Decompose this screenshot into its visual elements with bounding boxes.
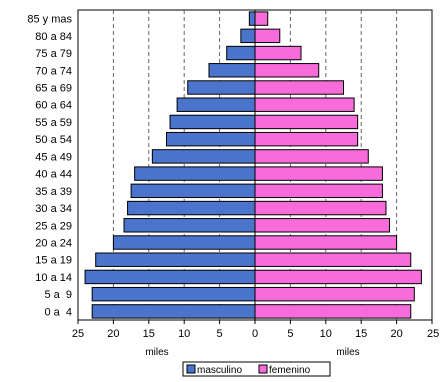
bar-masculino (208, 63, 256, 78)
bar-femenino (254, 166, 383, 181)
left-axis-unit-label: miles (145, 347, 168, 358)
left-axis-ticks: 25 20 15 10 5 0 (72, 320, 258, 340)
bar-femenino (254, 80, 344, 95)
bar-masculino (95, 252, 256, 267)
bar-femenino (254, 11, 269, 26)
tick-label: 5 (217, 328, 223, 340)
bar-masculino (176, 97, 256, 112)
age-group-label: 40 a 44 (35, 169, 72, 181)
bar-femenino (254, 114, 359, 130)
age-group-label: 10 a 14 (35, 272, 72, 284)
age-group-label: 70 a 74 (35, 65, 72, 77)
age-group-label: 30 a 34 (35, 203, 72, 215)
bar-masculino (187, 80, 256, 95)
bar-femenino (254, 45, 302, 61)
bar-femenino (254, 28, 281, 44)
plot-area (77, 9, 433, 321)
legend-swatch-masculino (186, 364, 196, 374)
legend-swatch-femenino (258, 364, 268, 374)
bar-femenino (254, 63, 320, 78)
legend: masculino femenino (182, 361, 331, 377)
tick-label: 15 (143, 328, 155, 340)
bar-femenino (254, 218, 391, 233)
bar-masculino (226, 45, 256, 61)
legend-label-femenino: femenino (269, 365, 311, 376)
bar-femenino (254, 97, 355, 112)
age-group-label: 0 a 4 (44, 306, 72, 318)
bar-masculino (91, 304, 256, 319)
bar-femenino (254, 235, 398, 250)
bar-femenino (254, 183, 383, 199)
bar-masculino (248, 11, 256, 26)
right-axis-ticks: 5 10 15 20 25 (287, 320, 439, 340)
bar-masculino (91, 286, 256, 302)
bar-masculino (134, 166, 256, 181)
age-group-label: 65 a 69 (35, 83, 72, 95)
age-group-label: 25 a 29 (35, 220, 72, 232)
tick-label: 25 (427, 328, 439, 340)
bar-masculino (166, 131, 256, 147)
tick-label: 20 (107, 328, 119, 340)
age-group-label: 35 a 39 (35, 186, 72, 198)
age-group-label: 5 a 9 (44, 289, 72, 301)
bar-masculino (84, 269, 256, 285)
tick-label: 10 (320, 328, 332, 340)
bar-femenino (254, 286, 415, 302)
tick-label: 5 (287, 328, 293, 340)
bar-masculino (112, 235, 256, 250)
age-group-label: 15 a 19 (35, 255, 72, 267)
bar-femenino (254, 269, 422, 285)
bar-masculino (127, 200, 256, 216)
age-group-label: 80 a 84 (35, 31, 72, 43)
age-group-label: 60 a 64 (35, 100, 72, 112)
bar-femenino (254, 304, 412, 319)
tick-label: 10 (178, 328, 190, 340)
bar-femenino (254, 200, 387, 216)
legend-box (182, 361, 331, 377)
age-group-label: 50 a 54 (35, 134, 72, 146)
age-group-label: 20 a 24 (35, 238, 72, 250)
tick-label: 15 (355, 328, 367, 340)
tick-label: 20 (390, 328, 402, 340)
bar-masculino (123, 218, 256, 233)
right-axis-unit-label: miles (336, 347, 359, 358)
legend-label-masculino: masculino (197, 365, 242, 376)
age-group-label: 85 y mas (27, 14, 72, 26)
tick-label: 25 (72, 328, 84, 340)
bar-femenino (254, 149, 369, 164)
bar-masculino (169, 114, 256, 130)
bar-masculino (240, 28, 256, 44)
age-group-label: 55 a 59 (35, 117, 72, 129)
tick-label: 0 (252, 328, 258, 340)
bar-femenino (254, 252, 412, 267)
bar-masculino (130, 183, 256, 199)
bar-femenino (254, 131, 359, 147)
age-group-label: 75 a 79 (35, 48, 72, 60)
bar-masculino (151, 149, 256, 164)
age-group-label: 45 a 49 (35, 151, 72, 163)
age-group-labels: 0 a 4 5 a 9 10 a 14 15 a 19 20 a 24 25 a 29 30… (27, 14, 72, 319)
